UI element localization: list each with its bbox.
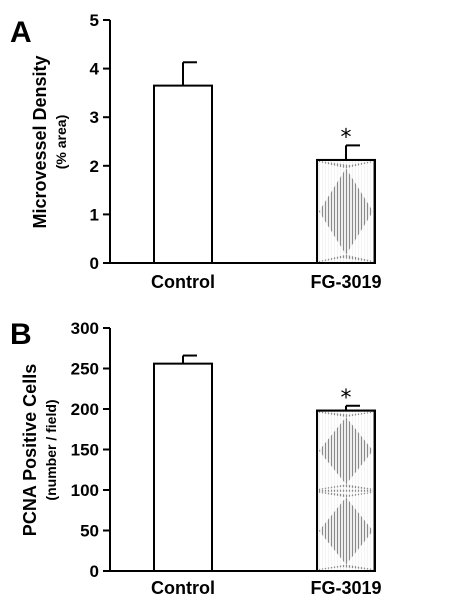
y-tick-label-b: 0	[90, 562, 99, 581]
y-tick-label-b: 50	[80, 522, 99, 541]
chart-panel-b: B PCNA Positive Cells (number / field) 0…	[10, 318, 382, 598]
x-tick-label-a: Control	[151, 272, 215, 292]
panel-label-b: B	[10, 318, 32, 351]
y-tick-label-a: 0	[90, 254, 99, 273]
bar-pattern-shade	[346, 450, 373, 489]
y-axis-label-b: PCNA Positive Cells	[20, 364, 40, 536]
chart-panel-a: A Microvessel Density (% area) 0 1 2 3 4 5 Con…	[10, 11, 382, 292]
y-axis-label-a: Microvessel Density	[30, 55, 50, 228]
y-tick-label-a: 1	[90, 205, 99, 224]
y-tick-label-b: 100	[71, 481, 99, 500]
bar-pattern-shade	[319, 491, 373, 495]
panel-label-a: A	[10, 16, 32, 49]
bar-pattern-shade	[346, 492, 373, 531]
bar-control-a	[153, 84, 213, 264]
bar-pattern-shade	[319, 492, 346, 531]
y-tick-label-b: 200	[71, 400, 99, 419]
y-tick-label-a: 5	[90, 11, 99, 30]
x-tick-label-b: Control	[151, 578, 215, 598]
plot-area-a: 0 1 2 3 4 5 Control * FG-3019	[90, 11, 382, 292]
y-tick-label-a: 3	[90, 108, 99, 127]
y-tick-label-a: 4	[90, 60, 100, 79]
bar-pattern-shade	[319, 566, 373, 570]
x-tick-label-b: FG-3019	[310, 578, 381, 598]
bar-control-b	[153, 362, 213, 573]
significance-marker-a: *	[341, 125, 352, 150]
bar-pattern-shade	[319, 257, 373, 262]
y-axis-sublabel-b: (number / field)	[43, 399, 59, 500]
bar-pattern-shade	[319, 161, 346, 212]
plot-area-b: 0 50 100 150 200 250 300 Control * FG-3019	[71, 319, 382, 598]
bar-pattern-shade	[346, 161, 373, 212]
y-axis-sublabel-a: (% area)	[53, 115, 69, 169]
y-tick-label-b: 300	[71, 319, 99, 338]
bar-pattern-shade	[319, 412, 346, 451]
x-tick-label-a: FG-3019	[310, 272, 381, 292]
y-tick-label-b: 150	[71, 441, 99, 460]
y-tick-label-a: 2	[90, 157, 99, 176]
bar-pattern-shade	[319, 486, 373, 490]
significance-marker-b: *	[341, 386, 352, 411]
bar-pattern-shade	[319, 450, 346, 489]
bar-pattern-shade	[319, 411, 373, 415]
bar-pattern-shade	[346, 412, 373, 451]
bar-pattern-shade	[346, 530, 373, 569]
bar-pattern-shade	[319, 211, 346, 261]
bar-pattern-shade	[319, 530, 346, 569]
y-tick-label-b: 250	[71, 360, 99, 379]
bar-pattern-shade	[346, 211, 373, 261]
bar-pattern-shade	[319, 160, 373, 166]
